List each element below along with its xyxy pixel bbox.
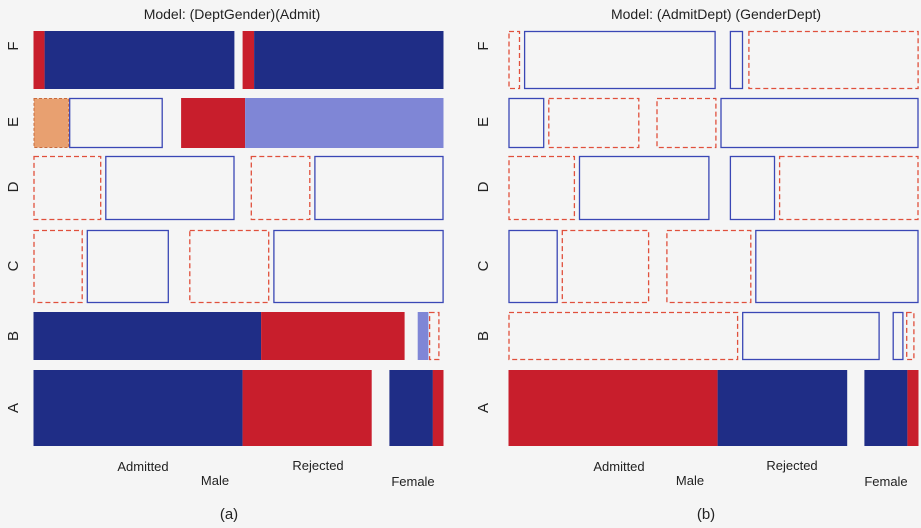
mosaic-tile-f-1 (44, 31, 235, 89)
col-label-rejected: Rejected (292, 458, 343, 473)
mosaic-tile-d-10 (250, 155, 311, 221)
mosaic-tile-e-5 (548, 97, 640, 149)
panel-a-col-labels: Admitted Male Rejected Female (117, 458, 434, 489)
mosaic-tile-d-9 (578, 155, 710, 221)
row-label-f: F (475, 41, 492, 50)
mosaic-tile-b-19 (428, 311, 440, 361)
mosaic-tile-d-11 (778, 155, 919, 221)
mosaic-tile-e-5 (69, 97, 163, 149)
col-label-rejected: Rejected (766, 458, 817, 473)
mosaic-tile-b-18 (417, 312, 429, 360)
row-label-d: D (475, 181, 492, 192)
panel-a-caption: (a) (220, 506, 238, 523)
row-label-e: E (475, 117, 492, 127)
mosaic-panel-b: Model: (AdmitDept) (GenderDept) F E D C … (475, 6, 919, 523)
row-label-a: A (5, 403, 22, 413)
panel-a-tiles (33, 31, 444, 446)
mosaic-tile-b-17 (742, 311, 880, 361)
panel-b-tiles (508, 30, 919, 446)
mosaic-tile-e-4 (508, 97, 545, 149)
mosaic-tile-d-9 (105, 155, 235, 221)
row-label-d: D (5, 181, 22, 192)
mosaic-tile-d-8 (508, 155, 576, 221)
mosaic-tile-d-8 (33, 155, 102, 221)
mosaic-tile-c-14 (666, 229, 752, 304)
col-label-admitted: Admitted (117, 459, 168, 474)
mosaic-tile-a-20 (33, 370, 243, 446)
row-label-b: B (5, 331, 22, 341)
mosaic-tile-f-0 (33, 31, 45, 89)
mosaic-tile-e-7 (245, 98, 444, 148)
panel-b-col-labels: Admitted Male Rejected Female (593, 458, 907, 489)
mosaic-tile-a-21 (242, 370, 372, 446)
mosaic-tile-f-3 (254, 31, 444, 89)
mosaic-tile-c-13 (86, 229, 169, 304)
panel-b-row-labels: F E D C B A (475, 41, 492, 413)
row-label-c: C (475, 260, 492, 271)
mosaic-tile-a-23 (432, 370, 444, 446)
mosaic-tile-a-22 (864, 370, 908, 446)
mosaic-tile-b-19 (906, 311, 915, 361)
row-label-c: C (5, 260, 22, 271)
mosaic-tile-a-23 (907, 370, 919, 446)
row-label-e: E (5, 117, 22, 127)
col-label-admitted: Admitted (593, 459, 644, 474)
mosaic-tile-b-16 (508, 311, 739, 361)
col-label-female: Female (391, 474, 434, 489)
mosaic-tile-b-18 (892, 311, 904, 361)
panel-a-row-labels: F E D C B A (5, 41, 22, 413)
panel-b-caption: (b) (697, 506, 715, 523)
mosaic-tile-f-3 (748, 30, 919, 90)
panel-b-title: Model: (AdmitDept) (GenderDept) (611, 6, 821, 22)
col-label-male: Male (676, 473, 704, 488)
mosaic-tile-b-16 (33, 312, 262, 360)
mosaic-tile-e-6 (181, 98, 246, 148)
panel-a-title: Model: (DeptGender)(Admit) (144, 6, 321, 22)
mosaic-tile-a-21 (717, 370, 848, 446)
mosaic-tile-d-11 (314, 155, 444, 221)
mosaic-tile-e-4 (33, 98, 70, 148)
mosaic-tile-c-12 (508, 229, 558, 304)
mosaic-tile-f-2 (729, 30, 744, 90)
col-label-male: Male (201, 473, 229, 488)
col-label-female: Female (864, 474, 907, 489)
mosaic-tile-e-6 (656, 97, 717, 149)
mosaic-tile-c-14 (189, 229, 270, 304)
mosaic-tile-d-10 (729, 155, 776, 221)
mosaic-tile-c-15 (273, 229, 444, 304)
mosaic-tile-b-17 (261, 312, 405, 360)
mosaic-tile-c-12 (33, 229, 83, 304)
row-label-f: F (5, 41, 22, 50)
mosaic-tile-f-1 (523, 30, 716, 90)
mosaic-tile-f-0 (508, 30, 521, 90)
mosaic-tile-a-20 (508, 370, 718, 446)
row-label-a: A (475, 403, 492, 413)
mosaic-panel-a: Model: (DeptGender)(Admit) F E D C B A A… (5, 6, 444, 523)
row-label-b: B (475, 331, 492, 341)
mosaic-tile-c-15 (755, 229, 919, 304)
mosaic-tile-c-13 (561, 229, 650, 304)
mosaic-tile-f-2 (242, 31, 255, 89)
mosaic-tile-a-22 (389, 370, 433, 446)
mosaic-tile-e-7 (720, 97, 919, 149)
